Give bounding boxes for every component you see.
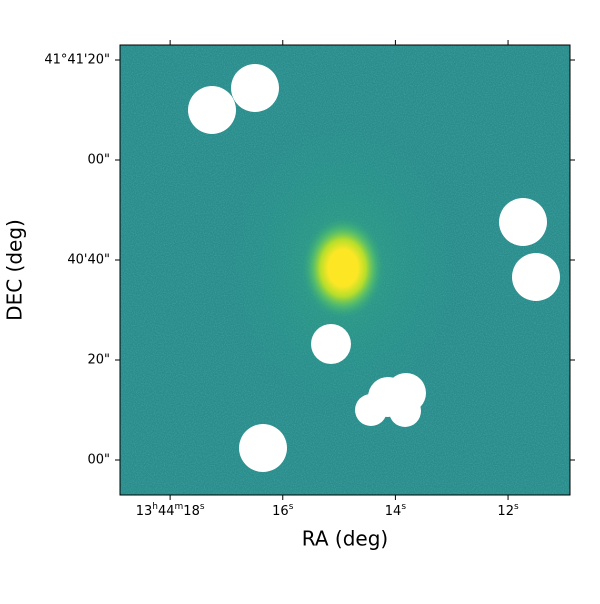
x-axis-label: RA (deg): [302, 527, 388, 551]
mask: [355, 394, 387, 426]
mask: [499, 198, 547, 246]
x-tick-label: 13h44m18s: [136, 502, 205, 519]
mask: [389, 395, 421, 427]
x-tick-label: 16s: [272, 502, 294, 519]
mask: [188, 86, 236, 134]
y-tick-label: 00": [87, 153, 110, 168]
mask: [512, 253, 560, 301]
galaxy-core: [301, 216, 385, 320]
masks: [188, 64, 560, 472]
mask: [231, 64, 279, 112]
y-axis-label: DEC (deg): [3, 219, 27, 321]
frame: [119, 44, 571, 496]
y-tick-label: 00": [87, 453, 110, 468]
y-tick-label: 20": [87, 353, 110, 368]
x-tick-label: 14s: [385, 502, 407, 519]
mask: [239, 424, 287, 472]
x-tick-label: 12s: [497, 502, 519, 519]
y-tick-label: 41°41'20": [44, 53, 110, 68]
y-tick-label: 40'40": [67, 253, 110, 268]
image: [120, 45, 570, 495]
mask: [311, 324, 351, 364]
